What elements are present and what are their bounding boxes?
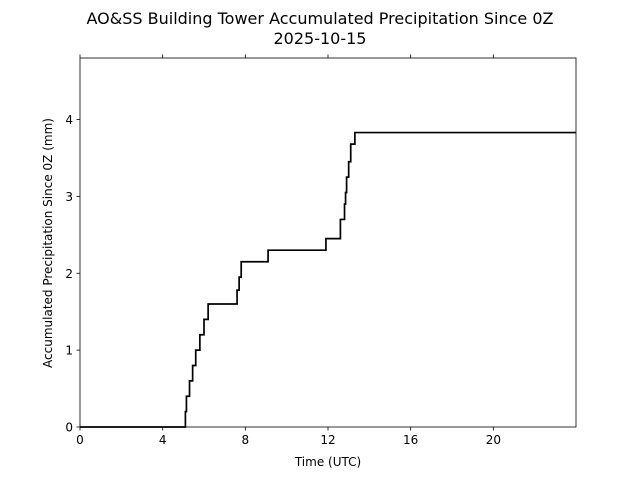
x-tick-label: 0: [76, 433, 84, 447]
chart-title: AO&SS Building Tower Accumulated Precipi…: [87, 9, 554, 28]
y-axis-label: Accumulated Precipitation Since 0Z (mm): [41, 118, 55, 368]
x-axis-label: Time (UTC): [294, 455, 361, 469]
x-tick-label: 12: [320, 433, 335, 447]
y-tick-label: 0: [65, 421, 73, 435]
y-tick-label: 1: [65, 344, 73, 358]
x-axis: 0 4 8 12 16 20: [76, 54, 501, 447]
y-tick-label: 4: [65, 113, 73, 127]
y-tick-label: 3: [65, 190, 73, 204]
y-tick-label: 2: [65, 267, 73, 281]
y-axis: 0 1 2 3 4: [65, 113, 80, 435]
x-tick-label: 20: [486, 433, 501, 447]
chart-subtitle: 2025-10-15: [274, 29, 367, 48]
x-tick-label: 16: [403, 433, 418, 447]
plot-frame: [79, 57, 577, 428]
series-line: [80, 131, 576, 428]
x-tick-label: 4: [159, 433, 167, 447]
x-tick-label: 8: [242, 433, 250, 447]
